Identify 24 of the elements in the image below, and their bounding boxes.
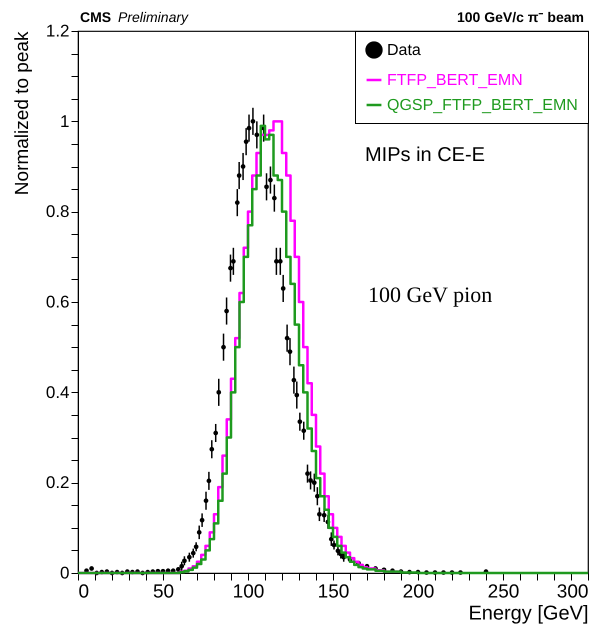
text: CMS xyxy=(80,9,112,25)
x-tick-label: 100 xyxy=(232,582,264,602)
legend-label: QGSP_FTFP_BERT_EMN xyxy=(387,97,578,114)
x-tick-label: 200 xyxy=(402,582,434,602)
x-tick-label: 50 xyxy=(152,582,174,602)
y-tick-label: 0.4 xyxy=(46,382,70,402)
y-tick-label: 0.2 xyxy=(46,473,70,492)
x-tick-label: 250 xyxy=(488,582,520,602)
y-tick-label: 1 xyxy=(60,112,70,131)
y-tick-label: 0.6 xyxy=(46,292,70,312)
annotation: 100 GeV pion xyxy=(368,282,492,307)
x-tick-label: 300 xyxy=(556,582,588,602)
x-tick-label: 0 xyxy=(78,582,90,602)
x-tick-label: 150 xyxy=(318,582,350,602)
y-tick-label: 0.8 xyxy=(46,202,70,222)
legend-label: FTFP_BERT_EMN xyxy=(387,72,523,89)
text: Preliminary xyxy=(118,9,190,25)
x-axis-title: Energy [GeV] xyxy=(468,602,588,624)
legend-label: Data xyxy=(387,42,421,59)
annotation: MIPs in CE-E xyxy=(365,144,486,166)
y-tick-label: 0 xyxy=(60,564,70,582)
text: 100 GeV/c π⁻ beam xyxy=(456,9,584,25)
y-axis-title: Normalized to peak xyxy=(12,31,33,196)
y-tick-label: 1.2 xyxy=(46,22,70,40)
